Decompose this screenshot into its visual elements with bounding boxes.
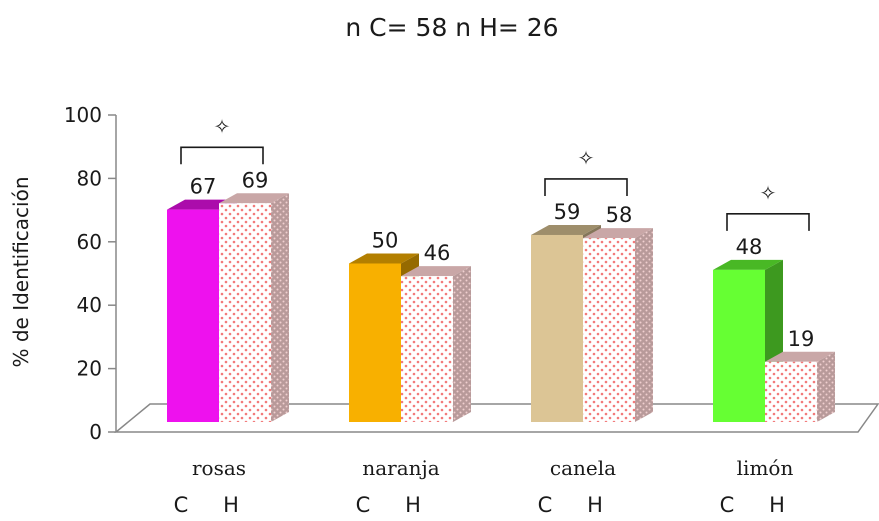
bar-top: [583, 228, 653, 239]
bar-front: [167, 209, 219, 422]
bar-top: [713, 259, 783, 270]
data-label: 19: [788, 327, 815, 351]
chart-floor: [113, 403, 879, 433]
group-label: H: [587, 493, 603, 517]
bar-front: [765, 361, 817, 422]
bar: [583, 228, 653, 422]
y-tick-label: 80: [77, 166, 102, 190]
category-label: rosas: [192, 456, 246, 480]
bar: [765, 351, 835, 422]
bar: [401, 266, 471, 422]
category-label: canela: [550, 456, 616, 480]
data-label: 48: [736, 235, 763, 259]
y-tick-label: 60: [77, 230, 102, 254]
category-label: limón: [737, 456, 794, 480]
bar: [219, 193, 289, 422]
significance-bracket: [180, 146, 264, 165]
group-label: C: [356, 493, 371, 517]
y-tick-label: 0: [89, 420, 102, 444]
significance-bracket: [544, 178, 628, 196]
bar-top: [219, 193, 289, 204]
significance-symbol: ✧: [214, 114, 231, 138]
bar-front: [713, 269, 765, 422]
significance-bracket: [726, 213, 810, 231]
group-label: C: [538, 493, 553, 517]
bar-side: [635, 228, 653, 422]
bar-top: [401, 266, 471, 277]
y-axis: 0 20 40 60 80 100: [64, 103, 117, 444]
significance-symbol: ✧: [578, 146, 595, 170]
bar-front: [401, 276, 453, 422]
y-tick-label: 20: [77, 357, 102, 381]
chart-title: n C= 58 n H= 26: [345, 13, 558, 42]
y-tick-label: 100: [64, 103, 102, 127]
group-label: C: [174, 493, 189, 517]
bar-side: [271, 193, 289, 422]
group-label: H: [223, 493, 239, 517]
data-label: 46: [424, 241, 451, 265]
bar-top: [765, 351, 835, 362]
data-label: 69: [242, 168, 269, 192]
bar-top: [349, 253, 419, 264]
y-axis-label: % de Identificación: [9, 176, 33, 367]
group-label: H: [405, 493, 421, 517]
bar-front: [219, 203, 271, 422]
bar-front: [583, 238, 635, 422]
bars-layer: [167, 193, 835, 422]
bar-front: [349, 263, 401, 422]
significance-symbol: ✧: [760, 181, 777, 205]
data-label: 67: [190, 175, 217, 199]
floor-plane: [113, 403, 879, 433]
bar-side: [817, 351, 835, 422]
data-label: 50: [372, 229, 399, 253]
bar-front: [531, 234, 583, 422]
group-label: H: [769, 493, 785, 517]
group-label: C: [720, 493, 735, 517]
category-label: naranja: [362, 456, 439, 480]
y-tick-label: 40: [77, 293, 102, 317]
bar-top: [531, 224, 601, 235]
data-label: 58: [606, 203, 633, 227]
data-label: 59: [554, 200, 581, 224]
bar-side: [453, 266, 471, 422]
